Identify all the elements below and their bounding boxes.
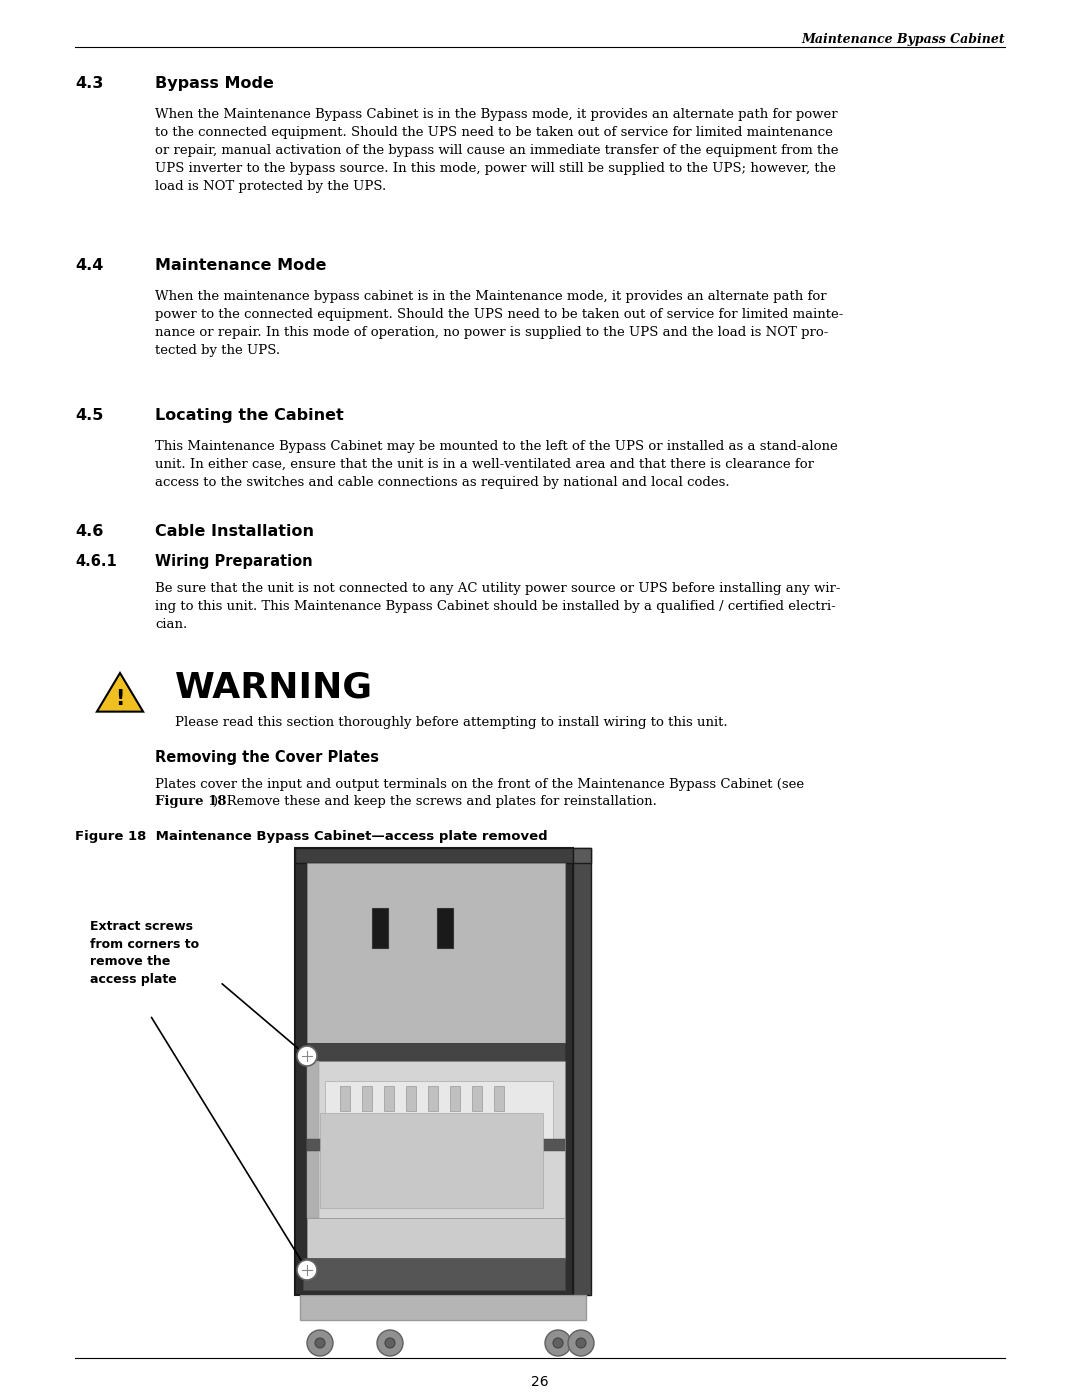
- Text: This Maintenance Bypass Cabinet may be mounted to the left of the UPS or install: This Maintenance Bypass Cabinet may be m…: [156, 440, 838, 489]
- Bar: [372, 908, 388, 949]
- Circle shape: [315, 1338, 325, 1348]
- Text: Bypass Mode: Bypass Mode: [156, 75, 274, 91]
- Text: When the Maintenance Bypass Cabinet is in the Bypass mode, it provides an altern: When the Maintenance Bypass Cabinet is i…: [156, 108, 838, 193]
- Text: !: !: [116, 689, 124, 710]
- Bar: [307, 1218, 565, 1260]
- Text: Figure 18: Figure 18: [156, 795, 227, 807]
- Bar: [325, 1081, 553, 1141]
- Circle shape: [297, 1260, 318, 1280]
- Text: Maintenance Bypass Cabinet: Maintenance Bypass Cabinet: [801, 34, 1005, 46]
- Bar: [494, 1085, 504, 1111]
- Text: Cable Installation: Cable Installation: [156, 524, 314, 539]
- Bar: [340, 1085, 350, 1111]
- Polygon shape: [573, 848, 591, 863]
- Circle shape: [553, 1338, 563, 1348]
- Text: 26: 26: [531, 1375, 549, 1389]
- Polygon shape: [97, 673, 143, 711]
- Text: Wiring Preparation: Wiring Preparation: [156, 555, 312, 569]
- Circle shape: [568, 1330, 594, 1356]
- Circle shape: [307, 1330, 333, 1356]
- Bar: [472, 1085, 482, 1111]
- Text: Figure 18  Maintenance Bypass Cabinet—access plate removed: Figure 18 Maintenance Bypass Cabinet—acc…: [75, 830, 548, 842]
- Bar: [307, 1139, 565, 1151]
- Bar: [450, 1085, 460, 1111]
- Bar: [303, 1259, 565, 1289]
- Text: Please read this section thoroughly before attempting to install wiring to this : Please read this section thoroughly befo…: [175, 717, 728, 729]
- Text: Extract screws
from corners to
remove the
access plate: Extract screws from corners to remove th…: [90, 921, 199, 985]
- Text: Maintenance Mode: Maintenance Mode: [156, 258, 326, 272]
- Bar: [307, 1060, 319, 1218]
- Bar: [384, 1085, 394, 1111]
- Text: WARNING: WARNING: [175, 671, 373, 704]
- Circle shape: [545, 1330, 571, 1356]
- Text: ). Remove these and keep the screws and plates for reinstallation.: ). Remove these and keep the screws and …: [213, 795, 657, 807]
- Circle shape: [297, 1046, 318, 1066]
- Circle shape: [384, 1338, 395, 1348]
- Bar: [307, 1044, 565, 1060]
- Bar: [307, 1060, 565, 1218]
- Text: 4.6: 4.6: [75, 524, 104, 539]
- Text: Removing the Cover Plates: Removing the Cover Plates: [156, 750, 379, 766]
- Bar: [437, 908, 453, 949]
- Bar: [362, 1085, 372, 1111]
- Text: 4.6.1: 4.6.1: [75, 555, 117, 569]
- Text: Be sure that the unit is not connected to any AC utility power source or UPS bef: Be sure that the unit is not connected t…: [156, 583, 840, 631]
- Text: When the maintenance bypass cabinet is in the Maintenance mode, it provides an a: When the maintenance bypass cabinet is i…: [156, 291, 843, 358]
- Bar: [428, 1085, 438, 1111]
- Circle shape: [576, 1338, 586, 1348]
- Bar: [307, 863, 565, 1044]
- Bar: [300, 1295, 586, 1320]
- Text: 4.5: 4.5: [75, 408, 104, 423]
- Bar: [320, 1113, 543, 1208]
- Text: 4.4: 4.4: [75, 258, 104, 272]
- Bar: [295, 848, 573, 863]
- Text: Locating the Cabinet: Locating the Cabinet: [156, 408, 343, 423]
- Bar: [573, 848, 591, 1295]
- Circle shape: [377, 1330, 403, 1356]
- Bar: [406, 1085, 416, 1111]
- Bar: [295, 848, 573, 1295]
- Text: Plates cover the input and output terminals on the front of the Maintenance Bypa: Plates cover the input and output termin…: [156, 778, 805, 791]
- Text: 4.3: 4.3: [75, 75, 104, 91]
